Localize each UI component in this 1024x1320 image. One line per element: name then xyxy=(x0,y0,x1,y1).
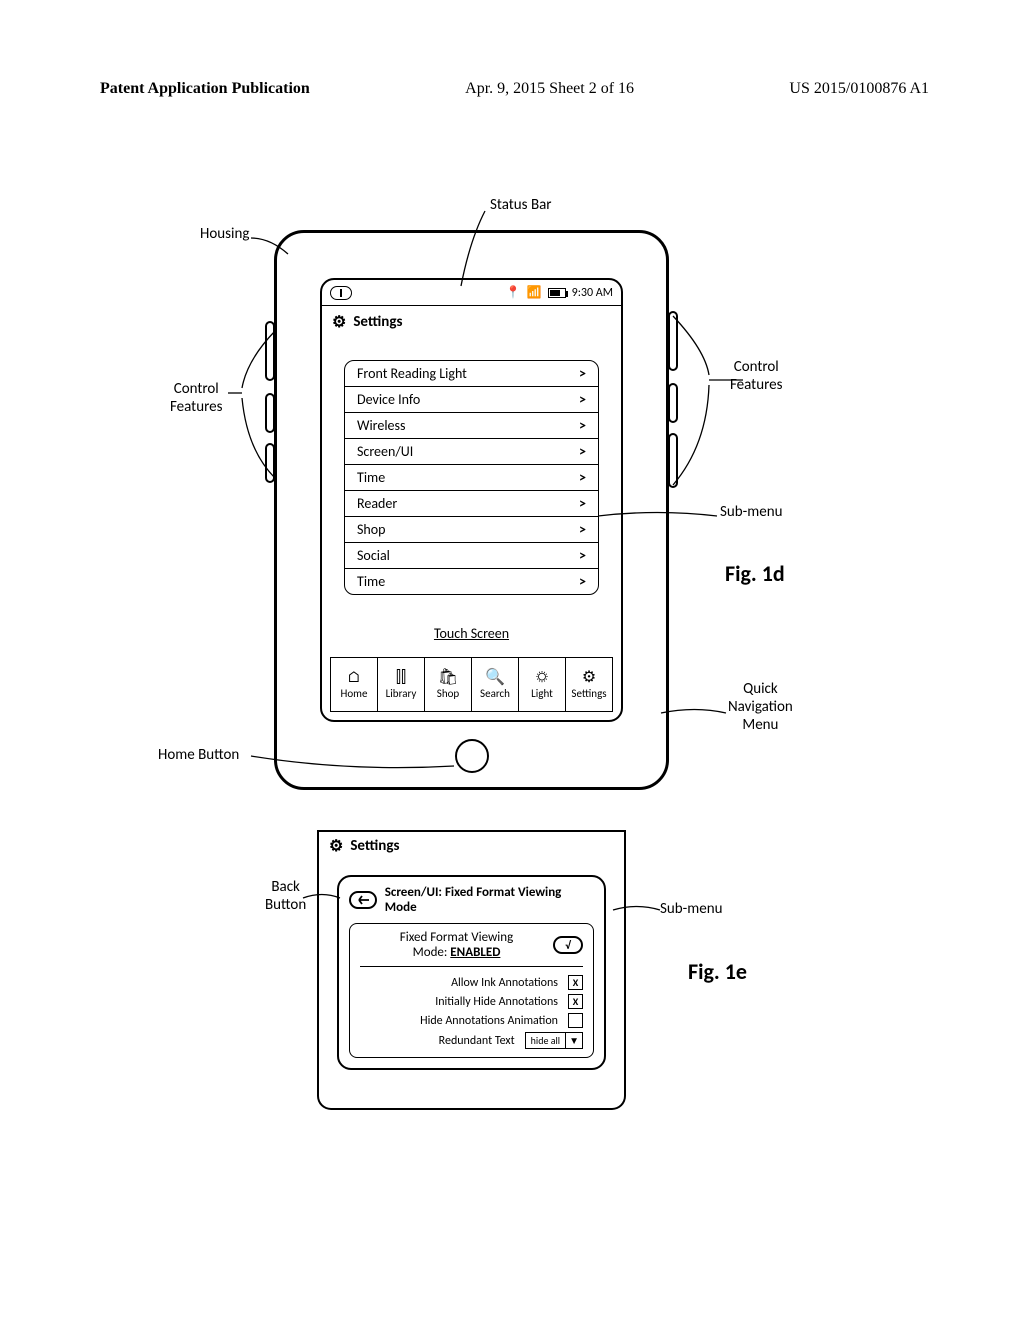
option-row: Allow Ink AnnotationsX xyxy=(360,973,583,992)
chevron-right-icon: > xyxy=(579,495,586,512)
menu-row[interactable]: Wireless > xyxy=(345,412,598,438)
chevron-right-icon: > xyxy=(579,521,586,538)
panel-1e: Screen/UI: Fixed Format Viewing Mode Fix… xyxy=(337,875,606,1070)
quicknav-shop[interactable]: 🛍Shop xyxy=(424,658,471,711)
settings-header: ⚙ Settings xyxy=(322,306,621,338)
option-label: Hide Annotations Animation xyxy=(360,1014,568,1028)
chevron-right-icon: > xyxy=(579,443,586,460)
quicknav-label: Home xyxy=(341,687,368,700)
option-label: Allow Ink Annotations xyxy=(360,976,568,990)
option-row: Initially Hide AnnotationsX xyxy=(360,992,583,1011)
panel-title-row: Screen/UI: Fixed Format Viewing Mode xyxy=(349,885,594,915)
menu-row-label: Front Reading Light xyxy=(357,365,467,382)
device-housing: 📍 📶 9:30 AM ⚙ Settings Front Reading Lig… xyxy=(274,230,669,790)
status-time: 9:30 AM xyxy=(572,286,613,300)
settings-header-1e: ⚙ Settings xyxy=(319,832,624,860)
menu-row[interactable]: Device Info > xyxy=(345,386,598,412)
menu-row-label: Shop xyxy=(357,521,386,538)
chevron-right-icon: > xyxy=(579,417,586,434)
menu-row-label: Social xyxy=(357,547,390,564)
page-header: Patent Application Publication Apr. 9, 2… xyxy=(100,80,929,98)
option-checkbox[interactable] xyxy=(568,1013,583,1028)
book-icon xyxy=(330,286,352,300)
settings-submenu: Front Reading Light>Device Info>Wireless… xyxy=(344,360,599,595)
mode-row: Fixed Format Viewing Mode: ENABLED √ xyxy=(360,930,583,967)
quicknav-search[interactable]: 🔍Search xyxy=(471,658,518,711)
callout-housing: Housing xyxy=(200,225,249,243)
fig-1e-label: Fig. 1e xyxy=(688,958,747,985)
screen-1e[interactable]: ⚙ Settings Screen/UI: Fixed Format Viewi… xyxy=(317,830,626,1110)
back-button[interactable] xyxy=(349,891,377,909)
menu-row-label: Wireless xyxy=(357,417,405,434)
menu-row-label: Time xyxy=(357,469,385,486)
dropdown-row: Redundant Text hide all ▼ xyxy=(360,1030,583,1051)
battery-icon xyxy=(548,288,566,298)
quicknav-label: Search xyxy=(480,687,510,700)
panel-inner: Fixed Format Viewing Mode: ENABLED √ All… xyxy=(349,923,594,1058)
menu-row[interactable]: Time > xyxy=(345,568,598,594)
callout-home-button: Home Button xyxy=(158,746,239,764)
dropdown-value: hide all xyxy=(526,1033,565,1048)
quicknav-settings[interactable]: ⚙Settings xyxy=(565,658,612,711)
menu-row[interactable]: Front Reading Light > xyxy=(345,361,598,386)
menu-row-label: Reader xyxy=(357,495,397,512)
mode-state: ENABLED xyxy=(450,945,500,960)
option-checkbox[interactable]: X xyxy=(568,994,583,1009)
chevron-right-icon: > xyxy=(579,391,586,408)
callout-back-button: Back Button xyxy=(265,878,306,914)
touch-screen-label: Touch Screen xyxy=(322,625,621,642)
quicknav-light[interactable]: ☼Light xyxy=(518,658,565,711)
menu-row-label: Screen/UI xyxy=(357,443,413,460)
quicknav-label: Shop xyxy=(437,687,459,700)
gear-icon: ⚙ xyxy=(329,836,343,856)
option-checkbox[interactable]: X xyxy=(568,975,583,990)
quicknav-label: Light xyxy=(531,687,553,700)
chevron-down-icon: ▼ xyxy=(565,1033,582,1048)
quicknav-label: Library xyxy=(386,687,417,700)
quick-nav-menu: ⌂Home⫿⫿Library🛍Shop🔍Search☼Light⚙Setting… xyxy=(330,657,613,712)
menu-row-label: Device Info xyxy=(357,391,420,408)
touch-screen[interactable]: 📍 📶 9:30 AM ⚙ Settings Front Reading Lig… xyxy=(320,278,623,722)
menu-row[interactable]: Shop > xyxy=(345,516,598,542)
settings-title: Settings xyxy=(353,313,402,331)
home-icon: ⌂ xyxy=(347,670,361,686)
settings-icon: ⚙ xyxy=(582,670,596,686)
menu-row[interactable]: Time > xyxy=(345,464,598,490)
panel-title: Screen/UI: Fixed Format Viewing Mode xyxy=(385,885,594,915)
gear-icon: ⚙ xyxy=(332,312,346,332)
shop-icon: 🛍 xyxy=(438,670,458,686)
quicknav-library[interactable]: ⫿⫿Library xyxy=(377,658,424,711)
quicknav-home[interactable]: ⌂Home xyxy=(331,658,377,711)
menu-row[interactable]: Social > xyxy=(345,542,598,568)
mode-line-b: Mode: xyxy=(413,945,448,960)
mode-toggle[interactable]: √ xyxy=(553,936,583,954)
header-mid: Apr. 9, 2015 Sheet 2 of 16 xyxy=(465,80,634,98)
chevron-right-icon: > xyxy=(579,365,586,382)
callout-control-left: Control Features xyxy=(170,380,222,416)
option-row: Hide Annotations Animation xyxy=(360,1011,583,1030)
dropdown-label: Redundant Text xyxy=(360,1034,525,1048)
chevron-right-icon: > xyxy=(579,469,586,486)
search-icon: 🔍 xyxy=(485,670,505,686)
light-icon: ☼ xyxy=(536,670,548,686)
fig-1d-label: Fig. 1d xyxy=(725,560,785,587)
menu-row[interactable]: Screen/UI > xyxy=(345,438,598,464)
callout-submenu-1d: Sub-menu xyxy=(720,503,782,521)
header-left: Patent Application Publication xyxy=(100,80,310,98)
settings-title-1e: Settings xyxy=(350,837,399,855)
chevron-right-icon: > xyxy=(579,573,586,590)
quicknav-label: Settings xyxy=(571,687,606,700)
mode-line-a: Fixed Format Viewing xyxy=(400,930,513,945)
library-icon: ⫿⫿ xyxy=(396,670,406,686)
menu-row[interactable]: Reader > xyxy=(345,490,598,516)
header-right: US 2015/0100876 A1 xyxy=(789,80,929,98)
callout-quicknav: Quick Navigation Menu xyxy=(728,680,793,734)
redundant-text-dropdown[interactable]: hide all ▼ xyxy=(525,1032,583,1049)
menu-row-label: Time xyxy=(357,573,385,590)
wifi-icon: 📶 xyxy=(527,285,542,300)
chevron-right-icon: > xyxy=(579,547,586,564)
option-label: Initially Hide Annotations xyxy=(360,995,568,1009)
callout-submenu-1e: Sub-menu xyxy=(660,900,722,918)
